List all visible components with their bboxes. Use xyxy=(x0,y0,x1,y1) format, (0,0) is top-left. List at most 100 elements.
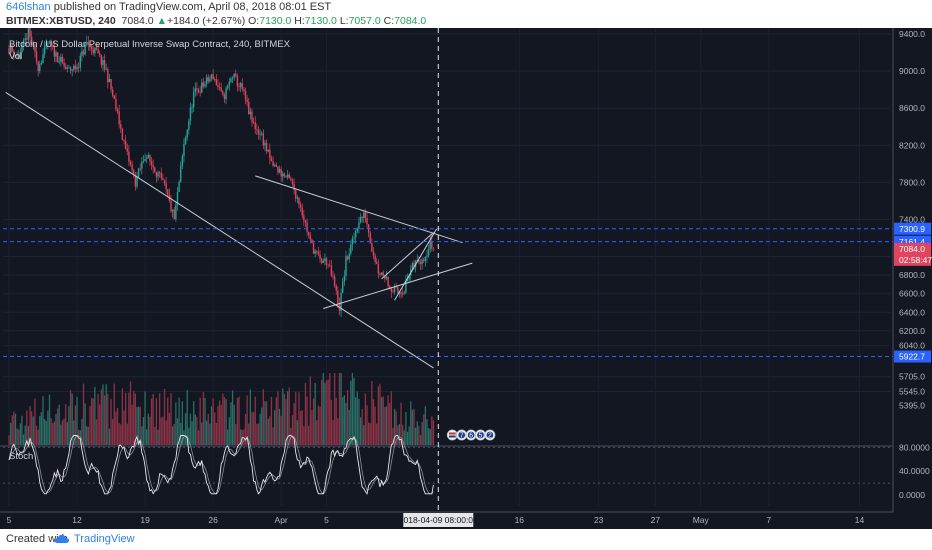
price-label-text: 7300.9 xyxy=(899,224,925,234)
volume-bar xyxy=(209,423,211,445)
volume-bar xyxy=(372,399,375,445)
volume-bar xyxy=(170,393,172,445)
time-axis[interactable]: 5 12 19 26 Apr 5 16 23 27 May 7 14 xyxy=(0,511,893,525)
volume-bar xyxy=(9,422,12,445)
candle-body xyxy=(66,67,69,69)
candle-body xyxy=(322,261,324,263)
candle-body xyxy=(230,78,232,82)
candle-body xyxy=(252,122,255,123)
time-tick-label: 23 xyxy=(594,515,604,525)
event-marker[interactable]: 5 xyxy=(474,429,486,441)
candle-body xyxy=(256,129,258,131)
volume-bar xyxy=(69,390,72,445)
volume-bar xyxy=(32,416,34,445)
volume-bar xyxy=(73,420,75,445)
candle-body xyxy=(320,258,323,263)
price-tick-label: 8200.0 xyxy=(899,140,925,150)
volume-bar xyxy=(74,405,77,445)
volume-bar xyxy=(423,414,425,445)
volume-bar xyxy=(257,423,260,445)
candle-body xyxy=(27,28,30,40)
candle-body xyxy=(95,47,98,50)
volume-bar xyxy=(123,410,125,445)
volume-bar xyxy=(21,415,23,445)
candle-body xyxy=(233,73,235,78)
volume-bar xyxy=(61,420,64,445)
candle-body xyxy=(327,264,329,266)
publish-line: 646lshan published on TradingView.com, A… xyxy=(6,1,331,13)
volume-bar xyxy=(154,426,156,445)
candle-body xyxy=(426,255,428,257)
candle-body xyxy=(400,292,402,295)
candle-body xyxy=(126,148,128,152)
volume-bar xyxy=(231,390,234,445)
candle-body xyxy=(314,251,316,254)
time-tick-label: 27 xyxy=(651,515,661,525)
price-label: 7300.9 xyxy=(894,222,931,235)
event-marker[interactable] xyxy=(446,429,458,441)
candle-body xyxy=(243,89,245,91)
candle-body xyxy=(413,263,415,268)
price-label-text: 7161.4 xyxy=(899,237,925,247)
candle-body xyxy=(423,259,425,261)
candle-body xyxy=(431,240,433,249)
candle-body xyxy=(303,215,305,221)
candle-body xyxy=(144,158,146,162)
candle-body xyxy=(14,55,17,57)
candle-body xyxy=(397,287,399,293)
footer-brand-link[interactable]: TradingView xyxy=(74,533,135,545)
volume-bar xyxy=(160,417,162,445)
trendline xyxy=(381,232,434,280)
candle-body xyxy=(13,51,15,57)
volume-bar xyxy=(215,423,218,445)
candle-body xyxy=(50,41,52,46)
time-tick-label: 7 xyxy=(766,515,771,525)
candle-body xyxy=(142,161,145,162)
candle-body xyxy=(348,253,350,260)
volume-bar xyxy=(105,384,107,445)
candle-body xyxy=(364,212,367,218)
candle-body xyxy=(99,53,101,56)
volume-bar xyxy=(296,420,299,445)
volume-bar xyxy=(141,426,143,445)
price-tick-label: 7800.0 xyxy=(899,177,925,187)
candle-body xyxy=(55,52,57,57)
candle-body xyxy=(186,129,188,138)
price-tick-label: 9400.0 xyxy=(899,29,925,39)
volume-bar xyxy=(81,418,83,445)
volume-bar xyxy=(306,396,308,445)
volume-bar xyxy=(207,413,209,445)
volume-bar xyxy=(103,395,106,445)
volume-bar xyxy=(363,425,365,445)
symbol-label[interactable]: BITMEX:XBTUSD, 240 xyxy=(6,15,116,27)
candle-body xyxy=(228,81,231,86)
volume-bar xyxy=(238,396,240,445)
event-marker[interactable]: 2 xyxy=(484,429,496,441)
candle-body xyxy=(86,42,88,45)
candle-body xyxy=(69,67,72,71)
volume-bar xyxy=(402,424,404,445)
candle-body xyxy=(178,181,180,192)
price-label-text: 5922.7 xyxy=(899,352,925,362)
volume-bar xyxy=(230,402,232,445)
volume-bar xyxy=(157,429,159,445)
candle-body xyxy=(39,64,41,72)
event-marker[interactable]: 7 xyxy=(456,429,468,441)
event-marker[interactable]: 6 xyxy=(465,429,477,441)
volume-bar xyxy=(82,383,85,445)
author-link[interactable]: 646lshan xyxy=(6,1,51,13)
candle-body xyxy=(189,107,192,121)
trendline xyxy=(255,175,463,244)
candle-body xyxy=(406,279,409,281)
candle-body xyxy=(191,107,193,108)
candle-body xyxy=(390,288,393,292)
price-label-bg xyxy=(894,222,931,235)
volume-bar xyxy=(11,415,13,445)
candle-body xyxy=(358,222,360,229)
volume-bar xyxy=(43,419,46,445)
volume-bar xyxy=(298,392,300,445)
candle-body xyxy=(26,38,28,40)
candle-body xyxy=(408,275,410,280)
